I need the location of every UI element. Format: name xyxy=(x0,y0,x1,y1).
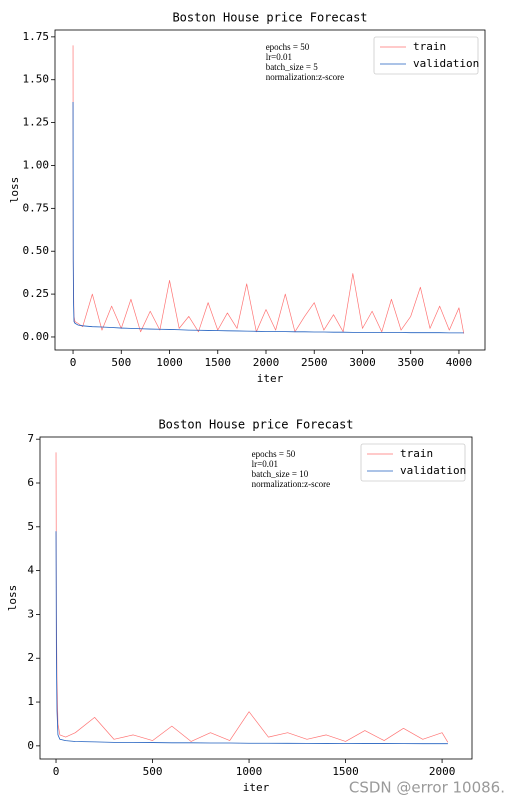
y-tick-label: 4 xyxy=(27,564,34,577)
y-tick-label: 7 xyxy=(27,432,34,445)
y-tick-label: 1.00 xyxy=(23,158,50,171)
y-tick-label: 1 xyxy=(27,695,34,708)
annotation: batch_size = 5 xyxy=(266,62,319,72)
y-tick-label: 3 xyxy=(27,607,34,620)
axes-frame xyxy=(54,29,486,351)
y-tick-label: 0.50 xyxy=(23,244,50,257)
axes-frame xyxy=(39,436,473,760)
x-tick-label: 2000 xyxy=(429,765,456,778)
annotation: normalization:z-score xyxy=(266,72,344,82)
y-tick-label: 0 xyxy=(27,739,34,752)
annotation: batch_size = 10 xyxy=(252,469,309,479)
y-axis-label: loss xyxy=(8,177,21,204)
x-tick-label: 3500 xyxy=(397,356,424,369)
y-tick-label: 0.25 xyxy=(23,287,50,300)
annotation: epochs = 50 xyxy=(252,449,296,459)
y-tick-label: 1.25 xyxy=(23,116,50,129)
x-tick-label: 1000 xyxy=(156,356,183,369)
annotation: normalization:z-score xyxy=(252,479,330,489)
y-tick-label: 6 xyxy=(27,476,34,489)
series-line xyxy=(72,102,464,334)
x-tick-label: 4000 xyxy=(446,356,473,369)
x-tick-label: 500 xyxy=(111,356,131,369)
x-tick-label: 0 xyxy=(53,765,60,778)
annotation: epochs = 50 xyxy=(266,42,310,52)
x-tick-label: 500 xyxy=(143,765,163,778)
watermark: CSDN @error 10086. xyxy=(349,779,505,797)
legend-label: train xyxy=(400,447,433,460)
series-line xyxy=(55,531,448,745)
y-tick-label: 0.00 xyxy=(23,330,50,343)
x-axis-label: iter xyxy=(257,372,284,385)
legend-label: train xyxy=(413,40,446,53)
annotation: lr=0.01 xyxy=(252,459,278,469)
y-tick-label: 5 xyxy=(27,520,34,533)
series-line xyxy=(55,452,449,743)
series-line xyxy=(72,45,465,334)
y-tick-label: 0.75 xyxy=(23,201,50,214)
x-tick-label: 0 xyxy=(70,356,77,369)
y-tick-label: 1.75 xyxy=(23,30,50,43)
x-tick-label: 3000 xyxy=(349,356,376,369)
legend-label: validation xyxy=(413,57,479,70)
x-tick-label: 1500 xyxy=(332,765,359,778)
y-tick-label: 1.50 xyxy=(23,73,50,86)
y-axis-label: loss xyxy=(6,585,19,612)
x-tick-label: 1000 xyxy=(236,765,263,778)
x-axis-label: iter xyxy=(243,781,270,794)
legend-box xyxy=(360,443,466,482)
y-tick-label: 2 xyxy=(27,651,34,664)
chart-title: Boston House price Forecast xyxy=(158,418,353,432)
x-tick-label: 2000 xyxy=(253,356,280,369)
legend-label: validation xyxy=(400,464,466,477)
x-tick-label: 1500 xyxy=(205,356,232,369)
annotation: lr=0.01 xyxy=(266,52,292,62)
chart-title: Boston House price Forecast xyxy=(172,11,367,25)
x-tick-label: 2500 xyxy=(301,356,328,369)
legend-box xyxy=(373,36,479,75)
